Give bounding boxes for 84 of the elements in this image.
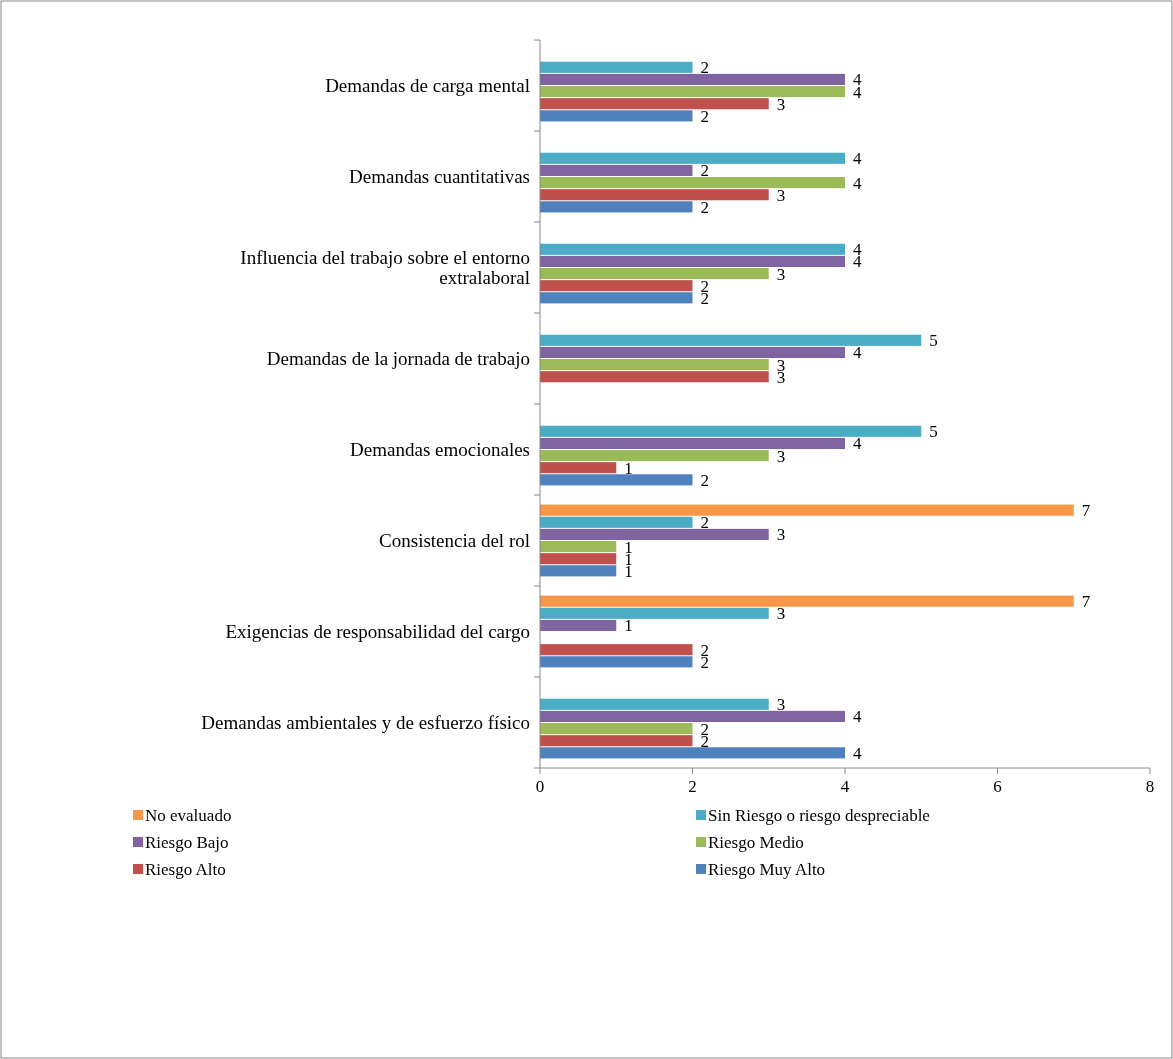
bar bbox=[540, 334, 922, 346]
bar bbox=[540, 619, 617, 631]
data-label: 5 bbox=[929, 422, 938, 442]
x-tick-label: 2 bbox=[688, 777, 697, 796]
data-label: 3 bbox=[776, 604, 786, 624]
bar bbox=[540, 710, 845, 722]
data-label: 4 bbox=[853, 743, 862, 763]
bar bbox=[540, 189, 769, 201]
data-label: 4 bbox=[853, 173, 862, 193]
bar bbox=[540, 86, 845, 98]
data-label: 2 bbox=[700, 161, 709, 181]
bar bbox=[540, 553, 617, 565]
bar bbox=[540, 292, 693, 304]
y-tick-label: Exigencias de responsabilidad del cargo bbox=[225, 620, 530, 642]
x-tick-label: 4 bbox=[840, 777, 850, 796]
bar bbox=[540, 177, 845, 189]
legend-label: Riesgo Medio bbox=[708, 833, 804, 852]
bar bbox=[540, 565, 617, 577]
bar bbox=[540, 595, 1074, 607]
bar bbox=[540, 359, 769, 371]
data-label: 3 bbox=[776, 446, 786, 466]
data-label: 2 bbox=[700, 58, 709, 78]
bar bbox=[540, 255, 845, 267]
y-tick-label: Demandas ambientales y de esfuerzo físico bbox=[201, 711, 530, 733]
bar bbox=[540, 607, 769, 619]
data-label: 2 bbox=[700, 197, 709, 217]
bar bbox=[540, 152, 845, 164]
data-label: 2 bbox=[700, 106, 709, 126]
bar bbox=[540, 61, 693, 73]
y-tick-label: Demandas cuantitativas bbox=[349, 165, 530, 187]
bar bbox=[540, 425, 922, 437]
bar bbox=[540, 644, 693, 656]
bar bbox=[540, 735, 693, 747]
y-tick-label: Demandas de la jornada de trabajo bbox=[266, 347, 530, 369]
data-label: 4 bbox=[853, 434, 862, 454]
data-label: 2 bbox=[700, 470, 709, 490]
data-label: 1 bbox=[624, 616, 633, 636]
bar bbox=[540, 110, 693, 122]
bar bbox=[540, 346, 845, 358]
bar bbox=[540, 73, 845, 85]
data-label: 7 bbox=[1081, 592, 1091, 612]
legend-label: Riesgo Muy Alto bbox=[708, 860, 826, 879]
bar bbox=[540, 280, 693, 292]
y-tick-label: Influencia del trabajo sobre el entorno extralaboral bbox=[240, 246, 530, 288]
data-label: 4 bbox=[853, 707, 862, 727]
legend-label: Riesgo Alto bbox=[145, 860, 226, 879]
bar bbox=[540, 164, 693, 176]
data-label: 3 bbox=[776, 94, 786, 114]
bar bbox=[540, 516, 693, 528]
bar bbox=[540, 504, 1074, 516]
x-tick-label: 0 bbox=[535, 777, 545, 796]
bar bbox=[540, 656, 693, 668]
y-tick-label: Demandas de carga mental bbox=[325, 74, 530, 96]
data-label: 2 bbox=[700, 513, 709, 533]
bar bbox=[540, 371, 769, 383]
bar bbox=[540, 268, 769, 280]
data-label: 4 bbox=[853, 149, 862, 169]
legend-label: Riesgo Bajo bbox=[145, 833, 229, 852]
bar bbox=[540, 98, 769, 110]
bar bbox=[540, 450, 769, 462]
bar bbox=[540, 541, 617, 553]
bar bbox=[540, 437, 845, 449]
data-label: 7 bbox=[1081, 501, 1091, 521]
bar bbox=[540, 462, 617, 474]
bar bbox=[540, 474, 693, 486]
data-label: 3 bbox=[776, 525, 786, 545]
bar bbox=[540, 723, 693, 735]
bar bbox=[540, 698, 769, 710]
data-label: 3 bbox=[776, 695, 786, 715]
x-tick-label: 8 bbox=[1145, 777, 1155, 796]
x-tick-label: 6 bbox=[993, 777, 1002, 796]
data-label: 5 bbox=[929, 331, 938, 351]
legend-label: No evaluado bbox=[145, 806, 232, 825]
data-label: 1 bbox=[624, 458, 633, 478]
bar bbox=[540, 201, 693, 213]
data-label: 3 bbox=[776, 264, 786, 284]
bar bbox=[540, 528, 769, 540]
y-tick-label: Demandas emocionales bbox=[350, 438, 530, 460]
bar bbox=[540, 747, 845, 759]
y-tick-label: Consistencia del rol bbox=[379, 529, 530, 551]
data-label: 3 bbox=[776, 185, 786, 205]
data-label: 4 bbox=[853, 343, 862, 363]
bar bbox=[540, 243, 845, 255]
legend-label: Sin Riesgo o riesgo despreciable bbox=[708, 806, 930, 825]
